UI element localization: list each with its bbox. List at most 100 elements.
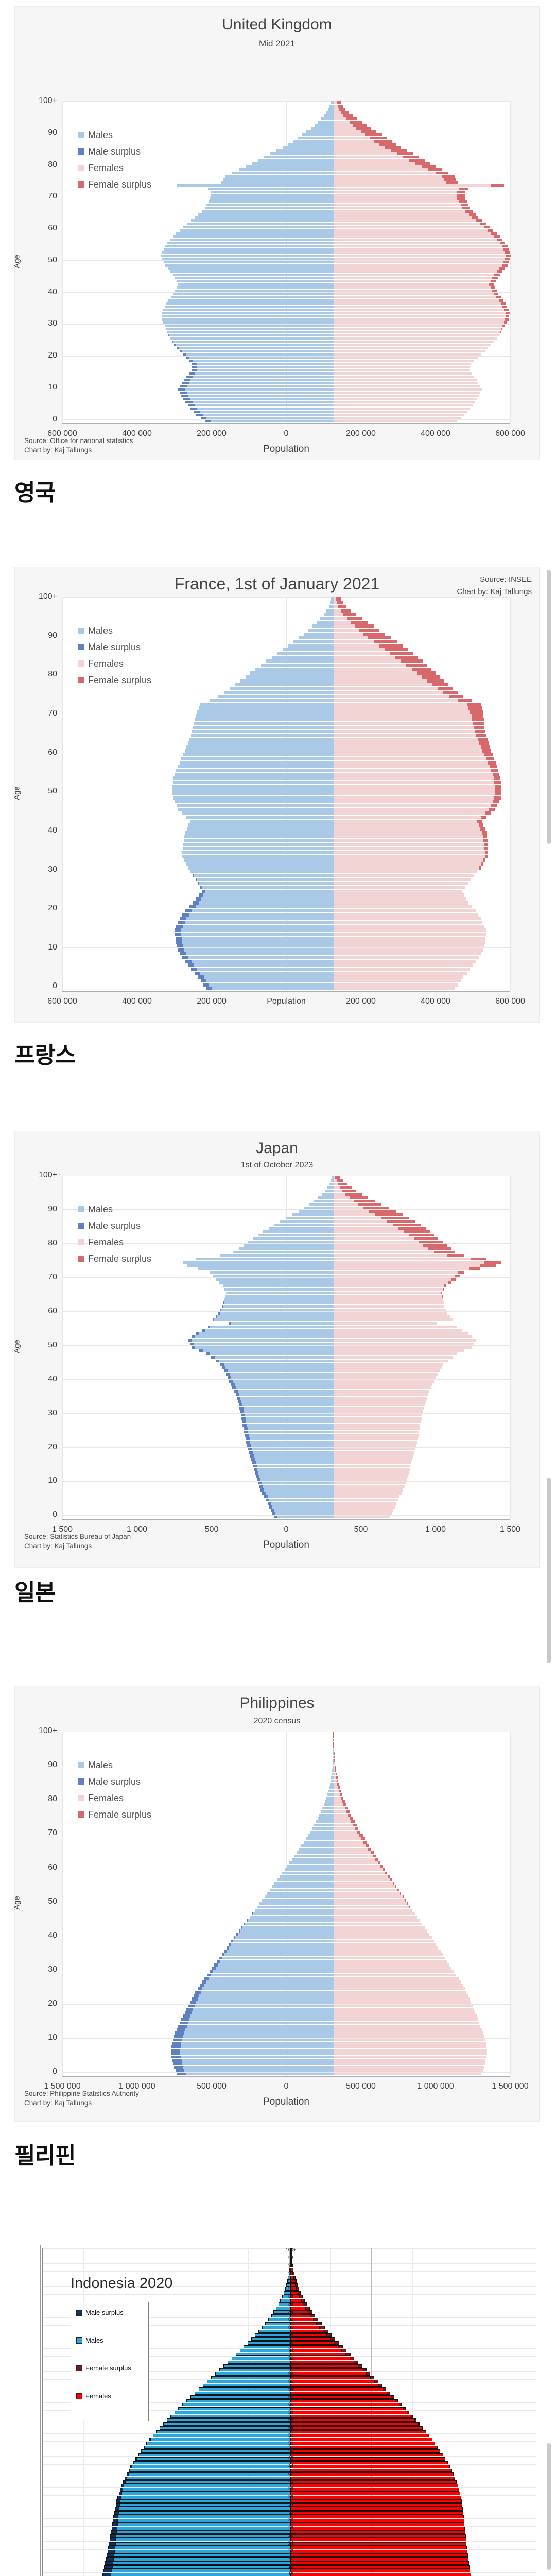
female-bar — [291, 2530, 466, 2534]
page-scrollbar[interactable] — [547, 570, 551, 844]
female-bar — [334, 1515, 391, 1519]
male-bar — [162, 318, 334, 321]
male-surplus-bar — [260, 1488, 264, 1492]
y-axis-tick-label: 10 — [48, 1476, 57, 1485]
female-surplus-bar — [468, 213, 476, 216]
male-bar — [176, 924, 334, 928]
female-bar — [291, 2541, 467, 2546]
male-bar — [201, 979, 334, 983]
female-bar — [334, 127, 372, 130]
female-bar — [291, 2364, 359, 2368]
male-bar — [166, 2418, 291, 2422]
female-bar — [334, 921, 483, 924]
legend-item: Females — [78, 1237, 124, 1247]
female-bar — [334, 2059, 486, 2062]
female-bar — [334, 1417, 422, 1420]
female-bar — [334, 1895, 404, 1899]
female-bar — [334, 394, 479, 397]
male-bar — [198, 882, 334, 886]
male-surplus-bar — [221, 1953, 224, 1956]
female-bar — [334, 2069, 483, 2072]
female-surplus-bar — [496, 296, 501, 299]
male-surplus-bar — [176, 924, 183, 928]
male-surplus-bar — [196, 413, 203, 416]
center-age-label: 32 — [288, 2510, 293, 2515]
female-surplus-bar — [335, 1772, 337, 1776]
legend-label: Females — [88, 162, 124, 173]
female-bar — [334, 1769, 337, 1772]
male-bar — [200, 702, 334, 706]
legend-label: Female surplus — [88, 674, 152, 685]
female-surplus-bar — [502, 245, 508, 248]
male-bar — [225, 175, 334, 178]
center-age-label: 76 — [288, 2340, 293, 2345]
male-surplus-bar — [218, 1312, 220, 1315]
female-bar — [334, 816, 486, 819]
male-bar — [118, 2507, 291, 2511]
center-age-label: 22 — [288, 2548, 293, 2554]
female-bar — [334, 1936, 432, 1939]
male-bar — [251, 1458, 334, 1461]
female-bar — [334, 312, 510, 315]
male-bar — [272, 1885, 334, 1888]
female-bar — [334, 1943, 437, 1946]
page-scrollbar[interactable] — [547, 1478, 551, 1663]
male-surplus-bar — [177, 2028, 186, 2031]
female-surplus-bar — [343, 613, 356, 617]
male-bar — [329, 1783, 334, 1786]
female-bar — [334, 753, 493, 757]
male-surplus-bar — [185, 2011, 192, 2014]
female-bar — [334, 1844, 370, 1848]
male-surplus-bar — [172, 2062, 183, 2065]
legend-label: Males — [85, 2336, 103, 2344]
male-bar — [144, 2445, 291, 2449]
male-bar — [184, 749, 334, 753]
legend-swatch-males — [78, 132, 84, 138]
female-bar — [334, 1498, 398, 1502]
male-bar — [112, 2561, 291, 2565]
female-bar — [334, 242, 506, 245]
male-bar — [283, 146, 334, 149]
male-bar — [235, 1393, 334, 1396]
female-surplus-bar — [471, 714, 484, 718]
female-surplus-bar — [506, 312, 510, 315]
page-scrollbar[interactable] — [547, 2443, 551, 2570]
male-bar — [192, 366, 334, 369]
female-bar — [334, 1393, 428, 1396]
female-bar — [291, 2291, 298, 2295]
male-surplus-bar — [207, 1974, 211, 1977]
male-bar — [268, 2318, 291, 2321]
center-age-label: 94 — [288, 2270, 293, 2276]
male-bar — [282, 1871, 334, 1875]
female-surplus-bar — [349, 1817, 353, 1820]
legend-label: Males — [88, 625, 113, 636]
female-bar — [334, 1882, 394, 1885]
male-surplus-bar — [236, 1933, 238, 1936]
female-bar — [334, 1834, 363, 1837]
male-bar — [113, 2557, 291, 2561]
female-surplus-bar — [341, 1797, 344, 1800]
male-bar — [199, 893, 334, 897]
female-surplus-bar — [423, 1244, 447, 1247]
female-surplus-bar — [444, 178, 457, 181]
male-bar — [310, 127, 334, 130]
female-bar — [334, 168, 442, 172]
center-age-label: 64 — [288, 2386, 293, 2392]
female-bar — [334, 952, 482, 956]
male-bar — [195, 216, 334, 219]
female-bar — [334, 913, 478, 917]
female-bar — [334, 146, 402, 149]
female-bar — [334, 1851, 374, 1854]
female-bar — [334, 1885, 397, 1888]
female-bar — [291, 2480, 457, 2484]
female-bar — [291, 2461, 448, 2465]
female-bar — [334, 959, 476, 963]
male-bar — [187, 866, 334, 870]
center-age-label: 80 — [288, 2324, 293, 2330]
male-surplus-bar — [187, 1338, 192, 1342]
male-bar — [216, 1960, 334, 1963]
male-surplus-bar — [191, 968, 198, 971]
male-bar — [222, 1366, 334, 1369]
male-bar — [288, 2275, 291, 2279]
male-surplus-bar — [241, 1417, 246, 1420]
